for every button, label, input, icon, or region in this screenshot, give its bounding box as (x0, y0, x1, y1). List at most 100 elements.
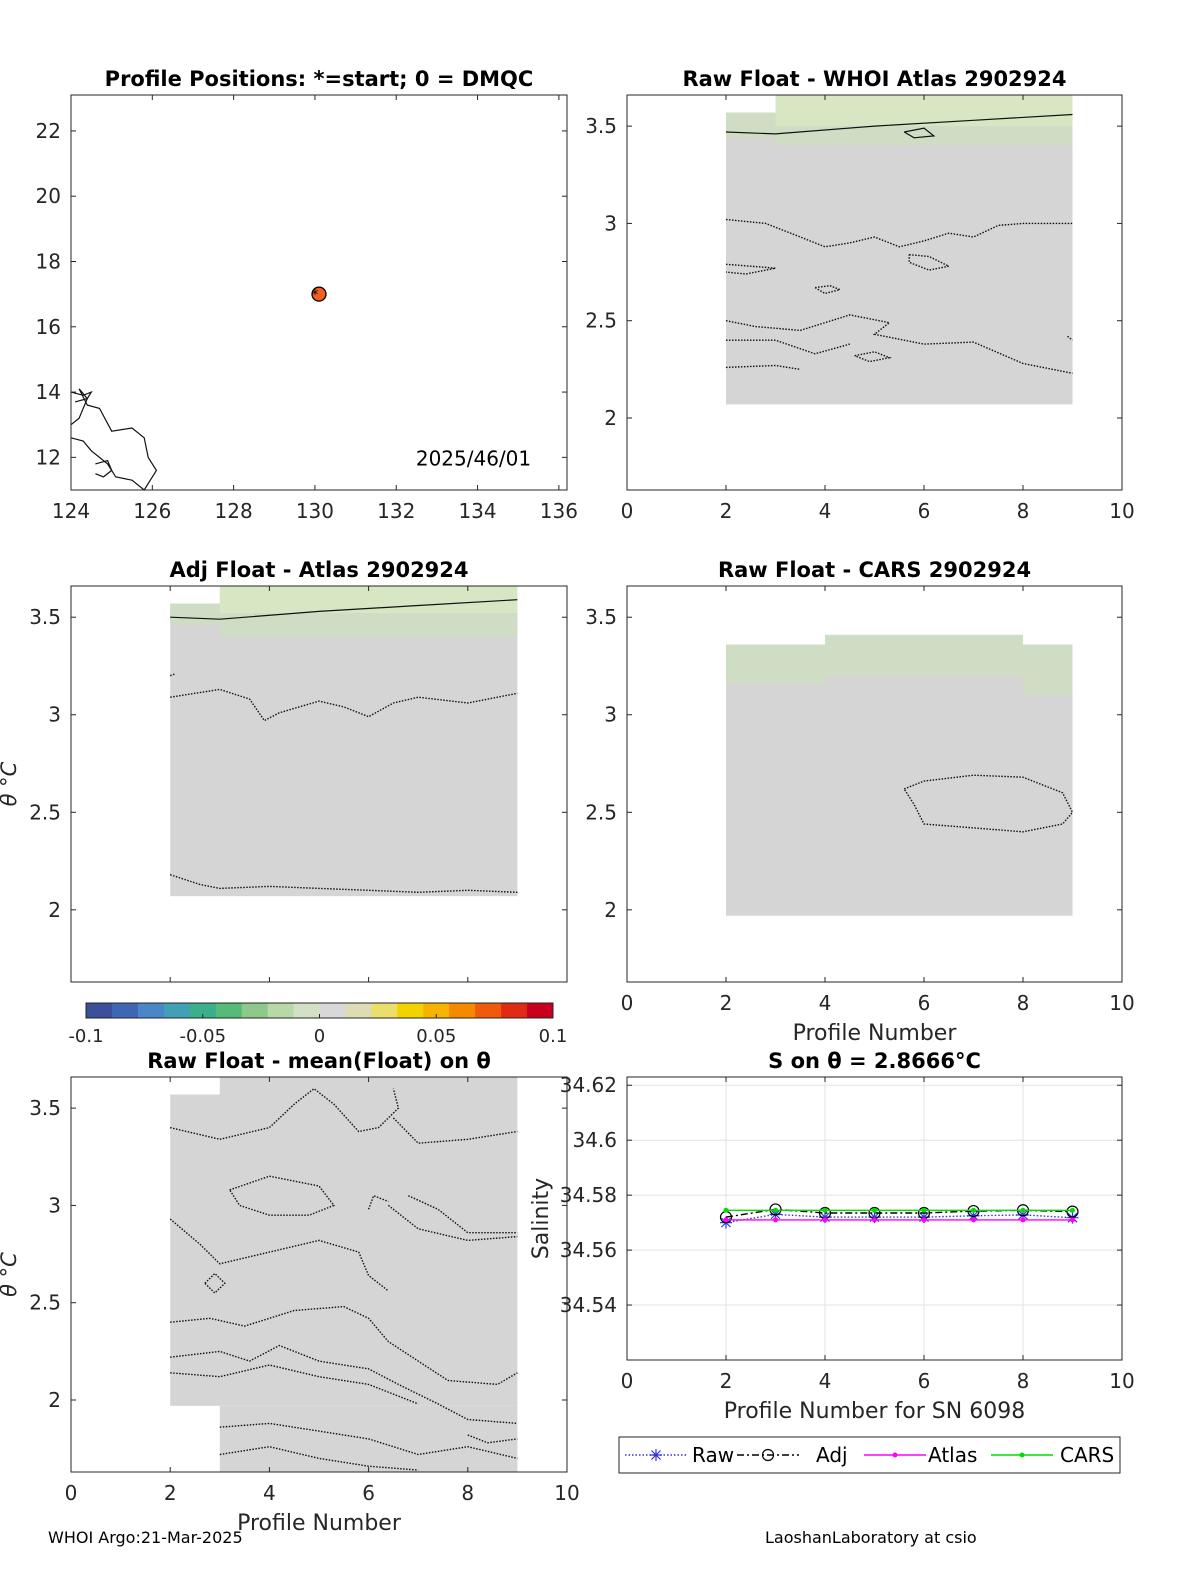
colorbar-tick-label: -0.05 (179, 1026, 226, 1047)
raw_cars-xtick-label: 0 (621, 991, 634, 1015)
raw_mean-xtick-label: 4 (263, 1481, 276, 1505)
colorbar-segment (319, 1003, 346, 1018)
raw_cars-ytick-label: 2.5 (585, 800, 617, 824)
raw_mean-ytick-label: 2.5 (29, 1291, 61, 1315)
series-point-raw (1017, 1208, 1029, 1221)
legend-marker-cars (1019, 1452, 1025, 1458)
raw_atlas-contour-solid (903, 127, 936, 139)
raw_atlas-contour-solid (725, 113, 1073, 135)
raw_mean-ytick-label: 3 (48, 1193, 61, 1217)
raw_mean-xtick-label: 6 (362, 1481, 375, 1505)
raw_atlas-ytick-label: 3 (604, 211, 617, 235)
adj_atlas-anomaly-cell (219, 613, 518, 637)
adj_atlas-contour-dotted (170, 688, 518, 722)
raw_mean-contour-dotted (467, 1434, 518, 1444)
raw_atlas-contour-dotted (725, 314, 1073, 374)
coastline-island (95, 459, 113, 478)
series-point-atlas (872, 1217, 877, 1223)
raw_cars-contour-dotted (903, 774, 1074, 833)
coastline-catanduanes (70, 390, 93, 403)
raw_mean-contour-dotted (219, 1445, 419, 1471)
raw_mean-contour-dotted (219, 1422, 518, 1460)
raw_mean-title: Raw Float - mean(Float) on θ (147, 1049, 491, 1073)
raw_atlas-anomaly-cell (775, 95, 1073, 127)
legend-marker-raw (650, 1449, 662, 1461)
colorbar-segment (215, 1003, 243, 1018)
series-point-atlas (1070, 1217, 1075, 1223)
salinity-xtick-label: 0 (621, 1369, 634, 1393)
series-point-raw (819, 1211, 831, 1224)
raw_cars-anomaly-cell (726, 644, 1073, 916)
raw_cars-xlabel: Profile Number (793, 1021, 958, 1046)
legend-label-cars: CARS (1060, 1443, 1114, 1467)
raw_cars-frame (626, 585, 1123, 983)
adj_atlas-ytick-label: 2 (48, 898, 61, 922)
adj_atlas-title: Adj Float - Atlas 2902924 (169, 558, 468, 582)
salinity-ytick-label: 34.54 (560, 1293, 617, 1317)
series-point-cars (773, 1207, 778, 1213)
positions-frame (70, 94, 568, 491)
adj_atlas-ytick-label: 3 (48, 703, 61, 727)
adj_atlas-ytick-label: 2.5 (29, 800, 61, 824)
salinity-ytick-label: 34.6 (572, 1128, 617, 1152)
series-point-adj (1066, 1205, 1079, 1218)
series-point-cars (872, 1207, 877, 1213)
adj_atlas-contour-solid (170, 599, 518, 620)
raw_cars-anomaly-cell (726, 644, 825, 684)
colorbar-segment (371, 1003, 398, 1018)
colorbar-segment (163, 1003, 191, 1018)
series-point-atlas (1020, 1217, 1026, 1223)
adj_atlas-anomaly-cell (170, 603, 518, 897)
raw_mean-ylabel: θ °C (0, 1252, 21, 1297)
series-point-cars (1020, 1207, 1026, 1213)
raw_cars-xtick-label: 4 (819, 991, 832, 1015)
raw_atlas-frame (626, 94, 1123, 491)
raw_atlas-xtick-label: 0 (621, 499, 634, 523)
series-point-atlas (921, 1217, 927, 1223)
salinity-frame (626, 1076, 1123, 1361)
coastline-samar (70, 388, 158, 491)
colorbar-segment (475, 1003, 502, 1018)
raw_mean-xtick-label: 8 (461, 1481, 474, 1505)
colorbar-segment (189, 1003, 217, 1018)
raw_cars-xtick-label: 6 (918, 991, 931, 1015)
series-point-atlas (723, 1217, 729, 1223)
legend-marker-atlas (892, 1452, 898, 1458)
adj_atlas-contour-dotted (169, 874, 518, 894)
raw_atlas-xtick-label: 2 (720, 499, 733, 523)
positions-ytick-label: 22 (36, 119, 61, 143)
salinity-xlabel: Profile Number for SN 6098 (724, 1399, 1025, 1424)
raw_atlas-xtick-label: 10 (1109, 499, 1134, 523)
adj_atlas-anomaly-cell (170, 603, 220, 626)
colorbar-segment (397, 1003, 424, 1018)
raw_atlas-xtick-label: 6 (918, 499, 931, 523)
raw_cars-anomaly-cell (825, 634, 1023, 676)
raw_atlas-title: Raw Float - WHOI Atlas 2902924 (682, 67, 1066, 91)
positions-ytick-label: 14 (36, 380, 61, 404)
series-point-cars (822, 1207, 828, 1213)
positions-xtick-label: 128 (215, 499, 253, 523)
raw_atlas-xtick-label: 8 (1017, 499, 1030, 523)
raw_cars-title: Raw Float - CARS 2902924 (718, 558, 1031, 582)
adj_atlas-frame (70, 585, 568, 983)
raw_cars-ytick-label: 2 (604, 898, 617, 922)
legend-label-adj: Adj (816, 1443, 848, 1467)
raw_mean-contour-dotted (170, 1305, 518, 1386)
salinity-ylabel: Salinity (529, 1178, 554, 1259)
adj_atlas-contour-dotted (169, 673, 176, 677)
colorbar-tick-label: -0.1 (68, 1026, 103, 1047)
raw_mean-contour-dotted (169, 1218, 389, 1292)
salinity-xtick-label: 8 (1017, 1369, 1030, 1393)
raw_mean-contour-dotted (170, 1364, 419, 1405)
series-point-raw (918, 1211, 930, 1224)
raw_mean-contour-dotted (229, 1175, 336, 1216)
salinity-xtick-label: 6 (918, 1369, 931, 1393)
raw_atlas-contour-dotted (1067, 335, 1073, 341)
series-point-cars (921, 1207, 927, 1213)
colorbar-segment (345, 1003, 372, 1018)
raw_mean-contour-dotted (170, 1087, 400, 1141)
footer-right: LaoshanLaboratory at csio (765, 1528, 977, 1547)
raw_cars-ytick-label: 3 (604, 703, 617, 727)
raw_atlas-contour-dotted (908, 253, 951, 271)
